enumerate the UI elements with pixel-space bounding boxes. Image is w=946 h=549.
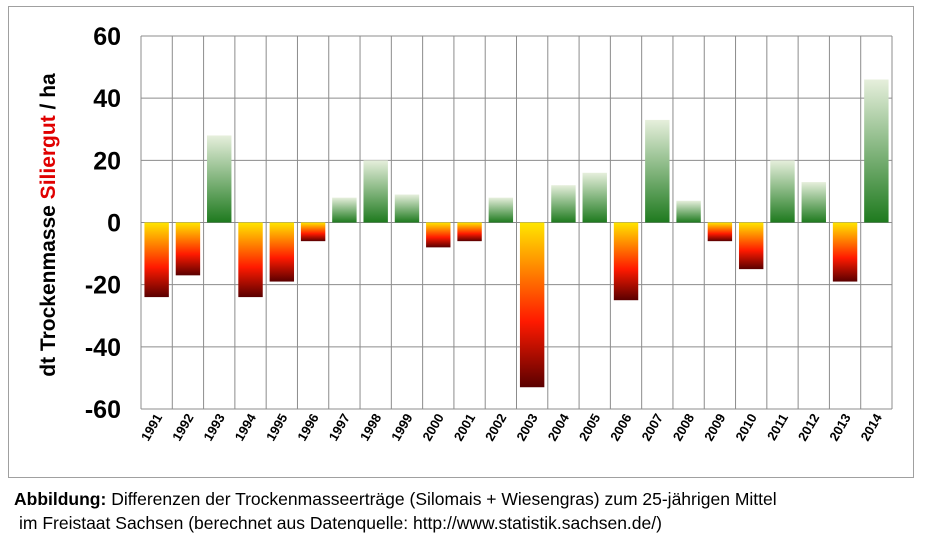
caption-line1: Differenzen der Trockenmasseerträge (Sil… [106,489,777,509]
x-tick-label-2000: 2000 [419,411,446,444]
figure-caption: Abbildung: Differenzen der Trockenmassee… [14,487,939,535]
y-tick-label: 20 [93,147,121,175]
x-tick-label-2012: 2012 [795,411,822,444]
y-tick-label: 0 [107,210,121,238]
bar-2009 [707,222,733,242]
bar-1993 [207,135,232,223]
x-tick-label-1993: 1993 [200,411,227,444]
gridlines [140,35,893,410]
x-tick-label-1992: 1992 [169,411,196,444]
caption-label: Abbildung: [14,489,107,509]
y-tick-label: -60 [85,396,121,424]
x-tick-label-2003: 2003 [513,411,540,444]
x-tick-label-1999: 1999 [388,411,415,444]
y-axis-label: dt Trockenmasse Siliergut / ha [37,73,60,377]
y-axis-label-highlight: Siliergut [37,115,60,199]
bar-1994 [238,222,263,298]
bar-1998 [363,160,388,223]
x-tick-label-2006: 2006 [607,411,634,444]
y-tick-label: 40 [93,85,121,113]
x-tick-label-2007: 2007 [638,411,665,444]
bar-2000 [426,222,451,248]
y-axis-label-part3: / ha [37,73,60,115]
bar-2001 [457,222,482,242]
x-tick-labels: 1991 1992 1993 1994 1995 1996 1997 1998 1999 2000… [138,410,886,443]
bar-1992 [175,222,201,276]
chart-frame: 60 40 20 0 -20 -40 -60 1991 1992 1993 1994 1995 199… [8,6,914,478]
bar-1991 [144,222,169,298]
bar-2005 [582,172,607,223]
x-tick-label-1995: 1995 [263,411,290,444]
bar-1995 [269,222,295,282]
bar-2003 [519,222,545,388]
y-tick-label: -20 [85,272,121,300]
x-tick-label-2011: 2011 [764,411,791,443]
bar-2008 [676,200,701,223]
bar-2004 [551,185,576,223]
bar-2014 [864,79,889,223]
caption-line2: im Freistaat Sachsen (berechnet aus Date… [19,513,662,533]
x-tick-label-1998: 1998 [357,411,384,444]
bar-2010 [738,222,764,270]
bar-2011 [770,160,795,223]
x-tick-label-2002: 2002 [482,411,509,444]
bar-1997 [332,197,357,223]
x-tick-label-2014: 2014 [857,410,885,443]
x-tick-label-2009: 2009 [701,411,728,444]
bar-1999 [394,194,420,223]
y-tick-label: 60 [93,23,121,51]
x-tick-label-2005: 2005 [576,411,603,444]
x-tick-label-1994: 1994 [232,410,260,443]
bar-2007 [645,119,670,223]
bar-2013 [832,222,858,282]
x-tick-label-2008: 2008 [670,411,697,444]
y-tick-label: -40 [85,334,121,362]
x-tick-label-2001: 2001 [451,411,478,444]
x-tick-label-2010: 2010 [732,411,759,444]
y-axis-label-part1: dt Trockenmasse [37,199,60,376]
bar-1996 [300,222,326,242]
x-tick-label-2004: 2004 [545,410,573,443]
x-tick-label-1991: 1991 [138,411,165,444]
bar-2012 [801,182,826,223]
x-tick-label-1997: 1997 [326,411,353,444]
x-tick-label-1996: 1996 [294,411,321,444]
y-tick-labels: 60 40 20 0 -20 -40 -60 [85,23,121,424]
x-tick-label-2013: 2013 [826,411,853,444]
bar-2006 [613,222,639,301]
bars [144,79,889,388]
bar-2002 [488,197,514,223]
